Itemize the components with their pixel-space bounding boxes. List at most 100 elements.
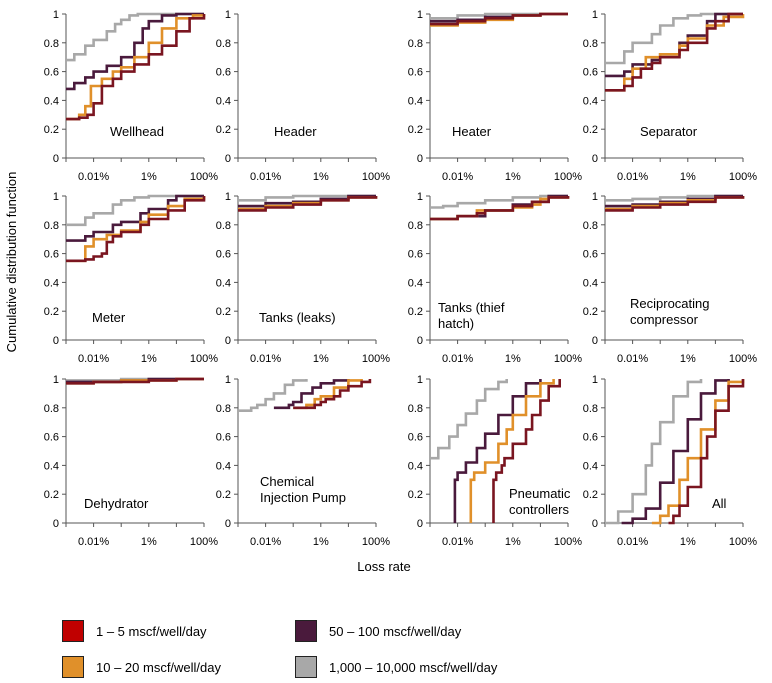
y-tick-label: 0.2 (583, 124, 598, 136)
y-tick-label: 0.6 (216, 67, 231, 79)
x-tick-label: 100% (190, 536, 218, 548)
x-tick-label: 0.01% (617, 171, 648, 183)
panel-title: controllers (509, 502, 569, 517)
series-line (238, 196, 378, 212)
chart-panel: 0 0.2 0.4 0.6 0.8 1 0.01% 1% 100% All (583, 374, 758, 548)
y-axis-label: Cumulative distribution function (4, 172, 19, 353)
series-line (453, 379, 542, 523)
y-tick-label: 0.4 (583, 460, 598, 472)
panel-title: Heater (452, 124, 492, 139)
y-tick-label: 0.6 (216, 432, 231, 444)
y-tick-label: 0.2 (408, 306, 423, 318)
panel-title: Meter (92, 310, 126, 325)
x-tick-label: 1% (313, 353, 329, 365)
y-tick-label: 0.8 (216, 38, 231, 50)
y-tick-label: 0.6 (408, 249, 423, 261)
legend-swatch (295, 656, 317, 678)
y-tick-label: 0.4 (408, 277, 423, 289)
series-line (66, 12, 204, 91)
x-tick-label: 1% (680, 536, 696, 548)
y-tick-label: 0.6 (44, 67, 59, 79)
x-tick-label: 1% (680, 353, 696, 365)
series-line (273, 379, 350, 410)
panel-title: Separator (640, 124, 698, 139)
x-tick-label: 100% (554, 536, 582, 548)
x-tick-label: 1% (505, 171, 521, 183)
series-line (605, 194, 743, 202)
legend-item-1000-10000: 1,000 – 10,000 mscf/well/day (295, 656, 497, 678)
y-tick-label: 0 (53, 518, 59, 530)
y-tick-label: 1 (592, 191, 598, 203)
chart-panel: 0 0.2 0.4 0.6 0.8 1 0.01% 1% 100% Header (216, 9, 391, 183)
chart-panel: 0 0.2 0.4 0.6 0.8 1 0.01% 1% 100% Dehydrator (44, 374, 219, 548)
series-line (430, 12, 568, 20)
y-tick-label: 0.2 (583, 489, 598, 501)
y-tick-label: 1 (53, 374, 59, 386)
y-tick-label: 0 (53, 335, 59, 347)
y-tick-label: 0.8 (216, 403, 231, 415)
y-tick-label: 0.4 (216, 95, 231, 107)
x-tick-label: 0.01% (78, 536, 109, 548)
panel-title: Wellhead (110, 124, 164, 139)
y-tick-label: 1 (53, 191, 59, 203)
legend-label: 10 – 20 mscf/well/day (96, 659, 222, 675)
y-tick-label: 0.4 (216, 460, 231, 472)
panel-title: compressor (630, 312, 699, 327)
chart-panel: 0 0.2 0.4 0.6 0.8 1 0.01% 1% 100% Tanks (leaks) (216, 191, 391, 365)
y-tick-label: 0.8 (408, 220, 423, 232)
series-line (238, 194, 376, 202)
y-tick-label: 0 (417, 335, 423, 347)
y-tick-label: 0.6 (408, 432, 423, 444)
x-tick-label: 1% (313, 171, 329, 183)
y-tick-label: 1 (417, 9, 423, 21)
panel-title: Header (274, 124, 317, 139)
series-line (66, 377, 204, 385)
y-tick-label: 0.6 (583, 249, 598, 261)
y-tick-label: 0.4 (44, 460, 59, 472)
y-tick-label: 0.4 (44, 95, 59, 107)
y-tick-label: 0.8 (583, 403, 598, 415)
y-tick-label: 0.6 (583, 432, 598, 444)
y-tick-label: 0 (592, 518, 598, 530)
x-tick-label: 100% (362, 536, 390, 548)
y-tick-label: 0.2 (583, 306, 598, 318)
x-tick-label: 100% (729, 171, 757, 183)
y-tick-label: 0.6 (216, 249, 231, 261)
y-tick-label: 0.6 (44, 432, 59, 444)
panel-title: Reciprocating (630, 296, 710, 311)
chart-panel: 0 0.2 0.4 0.6 0.8 1 0.01% 1% 100% Meter (44, 191, 219, 365)
series-line (469, 379, 555, 523)
y-tick-label: 0 (225, 518, 231, 530)
chart-panel: 0 0.2 0.4 0.6 0.8 1 0.01% 1% 100% Separator (583, 9, 758, 183)
y-tick-label: 0.2 (408, 124, 423, 136)
y-tick-label: 0 (592, 335, 598, 347)
y-tick-label: 0 (592, 153, 598, 165)
panel-title: Injection Pump (260, 490, 346, 505)
x-tick-label: 0.01% (617, 353, 648, 365)
x-axis-label: Loss rate (357, 559, 410, 574)
y-tick-label: 0.8 (583, 38, 598, 50)
x-tick-label: 100% (554, 353, 582, 365)
chart-panel: 0 0.2 0.4 0.6 0.8 1 0.01% 1% 100% Heater (408, 9, 583, 183)
legend-label: 1,000 – 10,000 mscf/well/day (329, 659, 498, 675)
y-tick-label: 0.6 (44, 249, 59, 261)
chart-panel: 0 0.2 0.4 0.6 0.8 1 0.01% 1% 100% Reciprocatingco… (583, 191, 758, 365)
y-tick-label: 0.4 (216, 277, 231, 289)
y-tick-label: 0.2 (44, 306, 59, 318)
y-tick-label: 1 (592, 9, 598, 21)
series-line (66, 14, 206, 121)
y-tick-label: 0.8 (408, 38, 423, 50)
panel-title: Tanks (leaks) (259, 310, 336, 325)
y-tick-label: 0 (417, 518, 423, 530)
y-tick-label: 0.2 (44, 124, 59, 136)
y-tick-label: 0 (53, 153, 59, 165)
x-tick-label: 1% (141, 536, 157, 548)
legend-swatch (295, 620, 317, 642)
panel-title: hatch) (438, 316, 474, 331)
chart-panel: 0 0.2 0.4 0.6 0.8 1 0.01% 1% 100% Tanks (thiefhat… (408, 191, 583, 365)
cdf-figure: Cumulative distribution function Loss ra… (4, 9, 758, 574)
panel-title: All (712, 496, 727, 511)
y-tick-label: 0.2 (44, 489, 59, 501)
series-line (430, 379, 508, 460)
y-tick-label: 1 (417, 191, 423, 203)
